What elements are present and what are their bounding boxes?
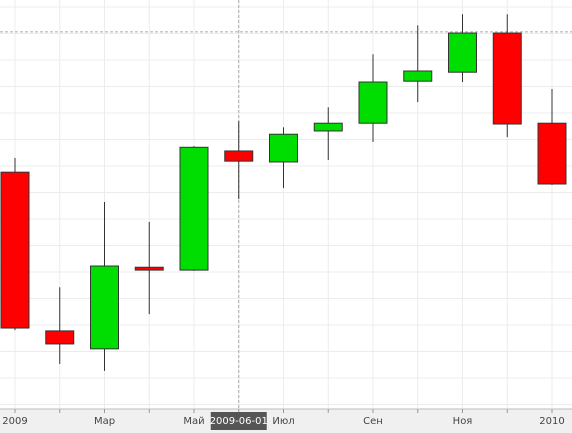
candle-body [448,32,477,73]
x-tick-label: Ноя [453,416,473,427]
x-tick-label: Июл [272,416,294,427]
x-axis-strip [0,409,572,433]
candle-body [403,70,433,82]
x-tick-label: 2009 [2,416,27,427]
x-tick-label: 2010 [539,416,564,427]
candle-body [313,122,343,132]
candle-body [134,266,164,271]
candle-body [90,265,119,350]
x-tick-label: Май [183,416,204,427]
candle-body [224,150,254,162]
candle-body [537,122,567,185]
candle-body [358,81,388,124]
x-tick-label: Сен [363,416,383,427]
candle-body [0,171,30,329]
x-tick-label: Мар [94,416,115,427]
crosshair-label-bg [210,412,267,430]
candle-body [179,146,209,271]
candle-body [45,330,75,345]
candle-body [492,32,522,125]
candle-body [269,133,298,163]
crosshair-label: 2009-06-01 [210,416,268,427]
